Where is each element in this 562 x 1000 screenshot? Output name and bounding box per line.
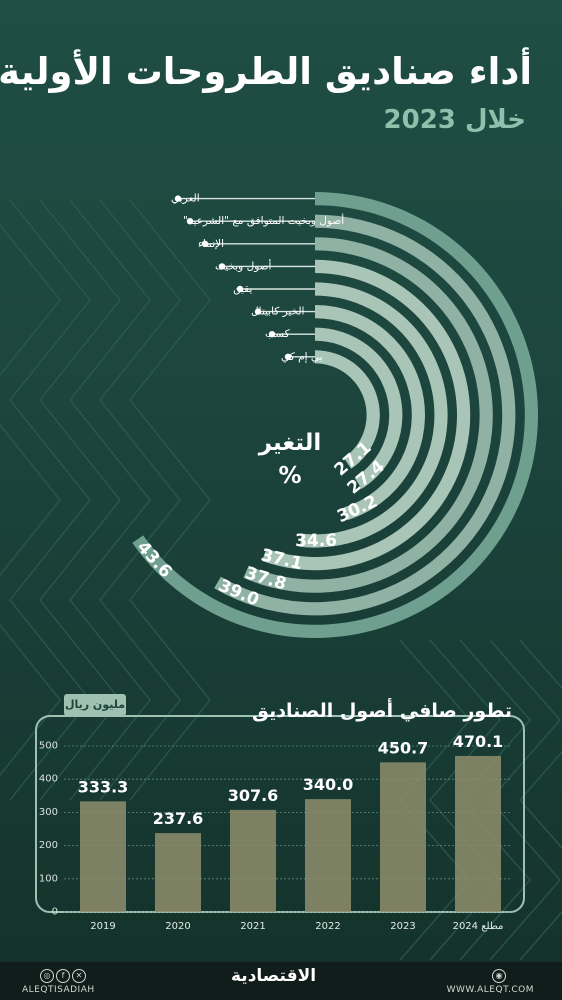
- radial-category-label: الخير كابيتال: [251, 306, 304, 318]
- leader-dot: [236, 285, 244, 293]
- radial-bar: [315, 350, 380, 469]
- x-tick-label: 2021: [240, 921, 265, 932]
- bar-value-label: 307.6: [228, 786, 279, 805]
- bar-value-label: 340.0: [303, 775, 354, 794]
- bar: [230, 809, 276, 912]
- bar: [455, 755, 501, 912]
- radial-category-label: بي إم كي: [281, 351, 323, 363]
- instagram-icon[interactable]: ◎: [40, 969, 54, 983]
- facebook-icon[interactable]: f: [56, 969, 70, 983]
- bar: [80, 801, 126, 912]
- radial-center-label: التغير %: [240, 427, 340, 493]
- bar-value-label: 333.3: [78, 777, 129, 796]
- leader-dot: [186, 218, 194, 225]
- leader-dot: [254, 308, 262, 315]
- radial-category-label: الإنماء: [198, 238, 224, 250]
- leader-dot: [218, 263, 226, 270]
- x-tick-label: 2019: [90, 921, 115, 932]
- y-tick-label: 400: [39, 774, 58, 785]
- bar-chart-title: تطور صافي أصول الصناديق: [251, 700, 512, 722]
- y-tick-label: 0: [52, 907, 58, 918]
- y-tick-label: 100: [39, 873, 58, 884]
- social-handle: ALEQTISADIAH: [22, 985, 95, 995]
- x-tick-label: مطلع 2024: [453, 921, 504, 932]
- x-icon[interactable]: ✕: [72, 969, 86, 983]
- bar: [380, 762, 426, 912]
- y-tick-label: 200: [39, 840, 58, 851]
- radial-value-label: 34.6: [295, 531, 337, 551]
- x-tick-label: 2023: [390, 921, 415, 932]
- radial-bar: [315, 327, 403, 489]
- bar: [305, 799, 351, 912]
- bar-value-label: 237.6: [153, 809, 204, 828]
- page-title: أداء صناديق الطروحات الأولية: [0, 50, 532, 93]
- radial-category-label: العربي: [171, 193, 200, 205]
- web-icon: ◉: [492, 969, 506, 983]
- radial-category-label: كسب: [265, 328, 290, 340]
- y-tick-label: 500: [39, 741, 58, 752]
- y-tick-label: 300: [39, 807, 58, 818]
- brand-logo: الاقتصادية: [231, 966, 317, 986]
- leader-dot: [268, 331, 276, 338]
- bar-value-label: 450.7: [378, 738, 429, 757]
- radial-category-label: أصول وبخيت المتوافق مع "الشرعية": [183, 213, 344, 227]
- radial-category-label: أصول وبخيت: [215, 258, 272, 272]
- change-label-unit: %: [278, 463, 302, 489]
- leader-dot: [201, 240, 209, 247]
- radial-category-label: يقين: [233, 283, 252, 295]
- bar: [155, 833, 201, 912]
- bar-chart: 0 100 200 300 400 500 333.3 2019 237.6 2020 307.6 2…: [35, 715, 525, 932]
- x-tick-label: 2022: [315, 921, 340, 932]
- radial-bar: [315, 305, 425, 521]
- leader-dot: [174, 195, 182, 202]
- website-link[interactable]: WWW.ALEQT.COM: [446, 985, 534, 995]
- bar-value-label: 470.1: [453, 732, 504, 751]
- page-subtitle: خلال 2023: [383, 105, 526, 135]
- footer-bar: [0, 962, 562, 1000]
- change-label-text: التغير: [258, 430, 322, 456]
- unit-badge: مليون ريال: [64, 694, 126, 716]
- x-tick-label: 2020: [165, 921, 190, 932]
- leader-dot: [284, 353, 292, 360]
